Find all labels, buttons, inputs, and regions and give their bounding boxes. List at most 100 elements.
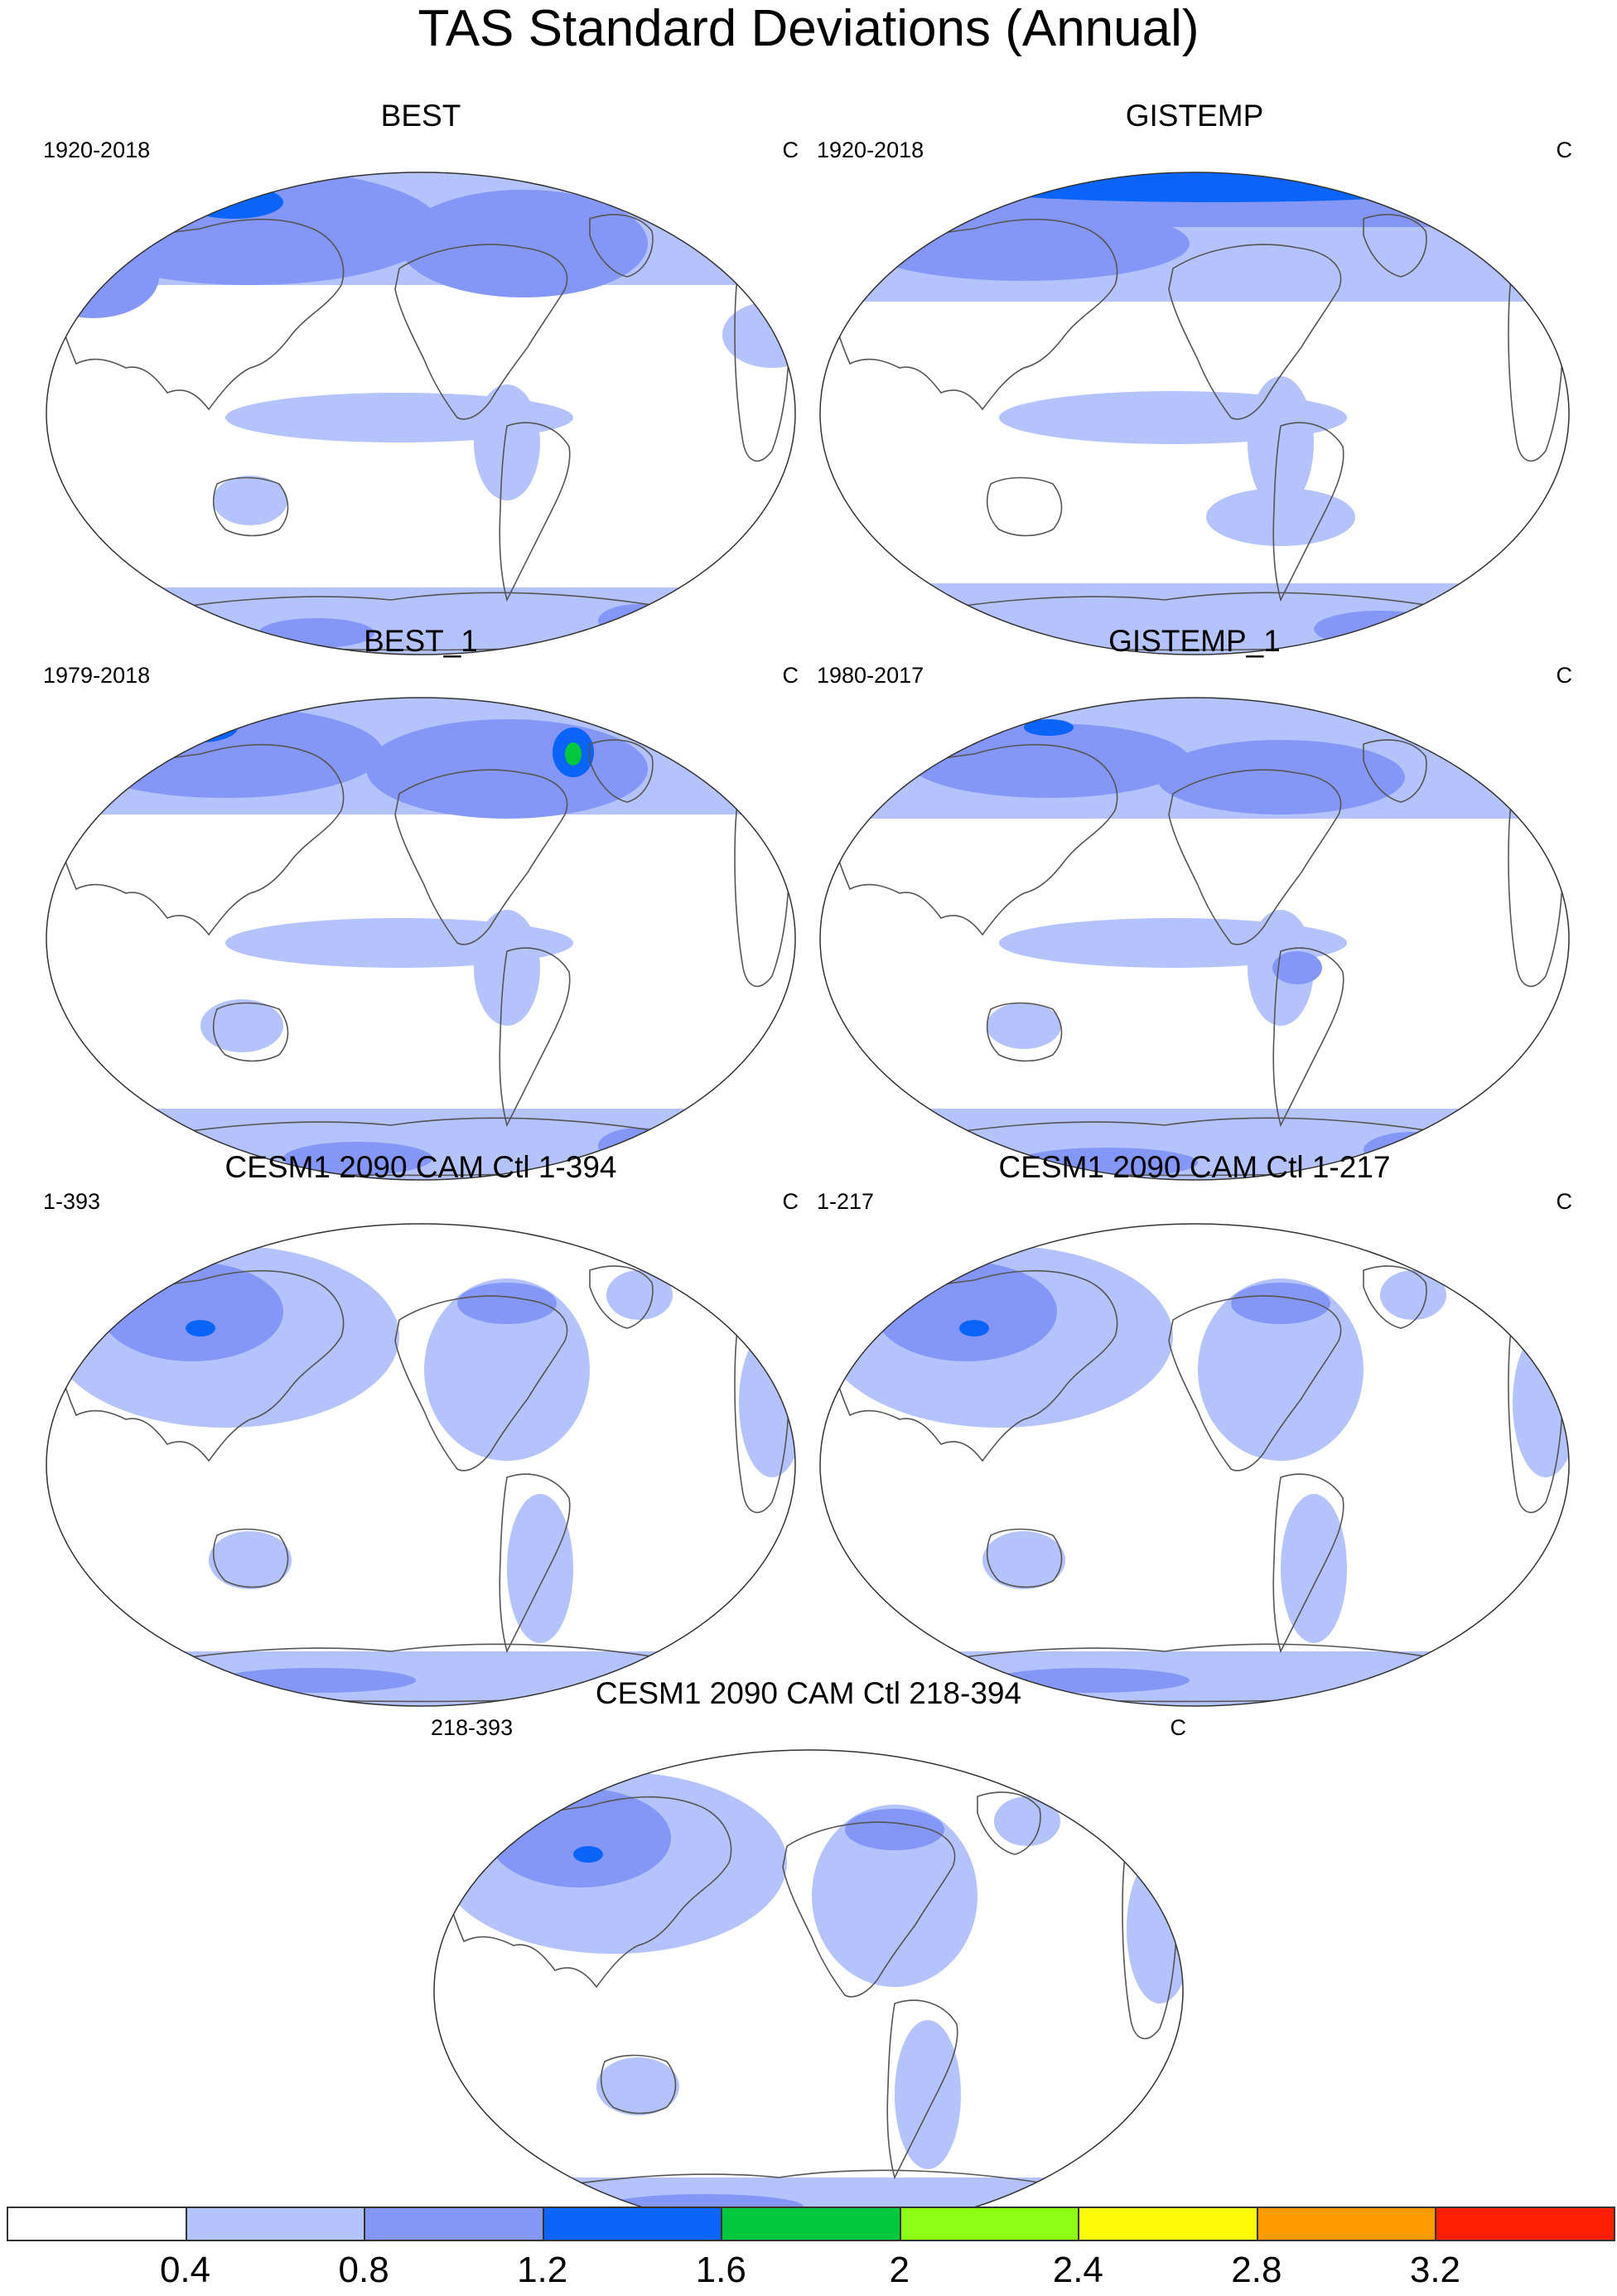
coastline-greenland xyxy=(589,214,654,278)
siberia-region xyxy=(60,172,441,285)
siberia-core xyxy=(489,1788,671,1888)
colorbar-swatch xyxy=(1078,2207,1258,2241)
siberia-region xyxy=(68,707,383,798)
greenland-region xyxy=(994,1796,1060,1846)
panel-units-label: C xyxy=(782,138,799,162)
antarctica-core xyxy=(217,1668,416,1693)
map-panel-best-1: BEST_1 1979-2018 C xyxy=(43,623,799,1187)
coastline-south-america xyxy=(499,422,571,602)
panel-units-label: C xyxy=(1556,663,1573,688)
north-america-region xyxy=(424,1279,590,1461)
coastline-australia xyxy=(212,1528,289,1588)
coastline-greenland xyxy=(1363,1265,1427,1329)
map-panel-best: BEST 1920-2018 C xyxy=(43,98,799,661)
world-map xyxy=(46,172,796,655)
coastline-greenland xyxy=(1363,214,1427,278)
map-panel-cesm1-1-394: CESM1 2090 CAM Ctl 1-394 1-393 C xyxy=(43,1149,799,1713)
coastline-greenland xyxy=(1363,739,1427,803)
map-frame xyxy=(819,1223,1570,1707)
colorbar-swatch xyxy=(721,2207,901,2241)
world-map xyxy=(433,1749,1184,2233)
coastline-south-america xyxy=(1272,947,1344,1128)
panel-units-label: C xyxy=(1556,138,1573,162)
south-america-region xyxy=(1281,1494,1347,1643)
world-map xyxy=(46,697,796,1181)
canada-max xyxy=(565,742,582,766)
colorbar xyxy=(7,2207,1615,2241)
coastline-australia xyxy=(212,476,289,537)
north-america-core xyxy=(457,1283,557,1324)
east-pacific-region xyxy=(474,910,540,1026)
map-frame xyxy=(46,697,796,1181)
atlantic-region xyxy=(722,302,795,368)
world-map xyxy=(46,1223,796,1707)
coastline-australia xyxy=(600,2054,677,2115)
panel-title: GISTEMP_1 xyxy=(1108,624,1281,658)
coastline-asia xyxy=(826,1269,1118,1462)
map-frame xyxy=(46,1223,796,1707)
coastline-asia xyxy=(52,1269,345,1462)
coastline-greenland xyxy=(589,1265,654,1329)
panel-period-label: 1920-2018 xyxy=(43,138,151,162)
panel-period-label: 1980-2017 xyxy=(817,663,924,688)
coastline-greenland xyxy=(589,739,654,803)
panel-title: BEST xyxy=(380,99,461,133)
coastline-australia xyxy=(212,1002,289,1062)
south-pacific-region xyxy=(1206,488,1355,546)
north-america-region xyxy=(366,719,648,819)
coastline-australia xyxy=(986,1528,1063,1588)
colorbar-swatch xyxy=(1435,2207,1615,2241)
coastline-greenland xyxy=(977,1791,1041,1855)
south-america-region xyxy=(507,1494,573,1643)
australia-region xyxy=(213,476,287,525)
map-panel-cesm1-218-394: CESM1 2090 CAM Ctl 218-394 218-393 C xyxy=(431,1675,1187,2233)
coastline-south-america xyxy=(886,1999,958,2180)
siberia-region xyxy=(858,206,1190,281)
south-america-region xyxy=(895,2020,961,2169)
panel-title: CESM1 2090 CAM Ctl 1-394 xyxy=(224,1150,617,1184)
colorbar-tick-label: 0.8 xyxy=(338,2250,389,2290)
map-frame xyxy=(46,172,796,655)
panel-units-label: C xyxy=(782,1189,799,1214)
coastline-north-america xyxy=(1168,244,1342,420)
colorbar-swatch xyxy=(7,2207,187,2241)
panel-period-label: 1-393 xyxy=(43,1189,101,1214)
coastline-north-america xyxy=(782,1821,956,1998)
east-pacific-region xyxy=(474,384,540,500)
map-panel-gistemp-1: GISTEMP_1 1980-2017 C xyxy=(817,623,1572,1187)
panel-units-label: C xyxy=(782,663,799,688)
panel-period-label: 1979-2018 xyxy=(43,663,151,688)
colorbar-swatch xyxy=(899,2207,1080,2241)
north-america-region xyxy=(399,190,648,297)
panel-period-label: 218-393 xyxy=(431,1715,514,1740)
north-america-region xyxy=(1198,1279,1364,1461)
greenland-region xyxy=(1380,1270,1446,1320)
coastline-australia xyxy=(986,476,1063,537)
coastline-north-america xyxy=(394,244,568,420)
world-map xyxy=(819,697,1570,1181)
coastline-australia xyxy=(986,1002,1063,1062)
siberia-core xyxy=(875,1262,1057,1361)
australia-region xyxy=(209,1531,292,1589)
map-frame xyxy=(819,697,1570,1181)
north-america-region xyxy=(812,1805,977,1987)
colorbar-swatch xyxy=(364,2207,544,2241)
map-panel-cesm1-1-217: CESM1 2090 CAM Ctl 1-217 1-217 C xyxy=(817,1149,1572,1713)
siberia-peak xyxy=(573,1846,603,1863)
panel-units-label: C xyxy=(1170,1715,1187,1740)
antarctica-region xyxy=(283,1142,432,1175)
australia-region xyxy=(200,999,283,1052)
australia-region xyxy=(987,1003,1061,1049)
coastline-asia xyxy=(826,218,1118,411)
colorbar-swatch xyxy=(1256,2207,1437,2241)
siberia-peak xyxy=(163,713,238,742)
coastline-north-america xyxy=(1168,1295,1342,1472)
siberia-peak xyxy=(959,1320,989,1337)
panel-period-label: 1920-2018 xyxy=(817,138,924,162)
east-pacific-region xyxy=(1248,376,1314,509)
siberia-max xyxy=(176,714,209,727)
colorbar-tick-label: 1.2 xyxy=(517,2250,568,2290)
coastline-north-america xyxy=(394,769,568,945)
siberia-peak xyxy=(1024,719,1074,736)
map-panel-gistemp: GISTEMP 1920-2018 C xyxy=(817,98,1572,661)
